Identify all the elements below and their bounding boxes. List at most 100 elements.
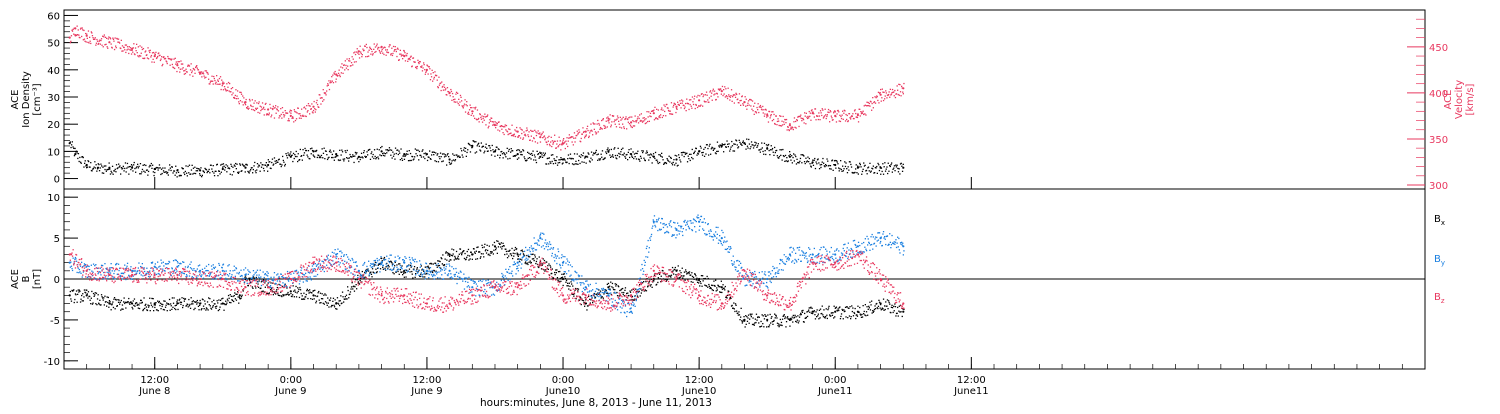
b-tick-label: 0 xyxy=(54,275,60,286)
x-tick-day: June 9 xyxy=(274,386,306,397)
by-series-point xyxy=(539,237,541,239)
velocity-series-point xyxy=(698,99,700,101)
density-series-point xyxy=(675,158,677,160)
velocity-series-point xyxy=(766,114,768,116)
bz-series-point xyxy=(381,294,383,296)
density-tick-label: 40 xyxy=(47,66,60,77)
bz-series-point xyxy=(675,278,677,280)
bz-series xyxy=(69,249,905,313)
density-series-point xyxy=(222,168,224,170)
by-series-point xyxy=(381,262,383,264)
x-tick-day: June11 xyxy=(953,386,989,397)
by-series-point xyxy=(857,245,859,247)
by-series-point xyxy=(403,262,405,264)
by-series-point xyxy=(517,262,519,264)
velocity-series-point xyxy=(562,143,564,145)
x-axis-label: hours:minutes, June 8, 2013 - June 11, 2… xyxy=(480,397,712,409)
velocity-series-point xyxy=(857,114,859,116)
bz-series-point xyxy=(539,262,541,264)
by-series-point xyxy=(902,245,904,247)
bz-series-point xyxy=(698,294,700,296)
bx-series-point xyxy=(239,294,241,296)
bz-series-point xyxy=(812,262,814,264)
bz-series-point xyxy=(517,286,519,288)
x-tick-time: 12:00 xyxy=(413,375,442,386)
velocity-series-point xyxy=(517,131,519,133)
bx-series-point xyxy=(86,294,88,296)
density-series-point xyxy=(539,156,541,158)
velocity-series-point xyxy=(812,112,814,114)
density-tick-label: 50 xyxy=(47,39,60,50)
velocity-series-point xyxy=(494,124,496,126)
bz-series-point xyxy=(154,274,156,276)
by-series-point xyxy=(69,262,71,264)
velocity-series-point xyxy=(335,73,337,75)
density-series-point xyxy=(108,167,110,169)
x-tick-time: 12:00 xyxy=(957,375,986,386)
velocity-series-point xyxy=(244,101,246,103)
velocity-series-point xyxy=(222,83,224,85)
bz-series-point xyxy=(471,294,473,296)
bz-series-point xyxy=(562,294,564,296)
density-series-point xyxy=(585,156,587,158)
velocity-series-point xyxy=(403,55,405,57)
by-series-point xyxy=(335,253,337,255)
by-series-point xyxy=(880,237,882,239)
by-series-point xyxy=(812,253,814,255)
bx-series-point xyxy=(199,302,201,304)
bz-series-point xyxy=(290,278,292,280)
by-series-point xyxy=(721,237,723,239)
bz-series-point xyxy=(902,302,904,304)
x-tick-time: 0:00 xyxy=(552,375,574,386)
velocity-series-point xyxy=(880,94,882,96)
density-series-point xyxy=(471,145,473,147)
density-series-point xyxy=(857,167,859,169)
legend-by: By xyxy=(1434,254,1445,267)
density-series xyxy=(69,139,905,178)
density-series-point xyxy=(721,145,723,147)
bz-series-point xyxy=(358,278,360,280)
bx-series-point xyxy=(290,290,292,292)
bx-series-point xyxy=(766,319,768,321)
bz-series-point xyxy=(653,270,655,272)
bx-series-point xyxy=(335,302,337,304)
velocity-series-point xyxy=(131,48,133,50)
velocity-tick-label: 350 xyxy=(1429,135,1448,146)
bx-series-point xyxy=(222,302,224,304)
top-panel-frame xyxy=(64,10,1425,189)
bx-series-point xyxy=(812,311,814,313)
b-axis-label: ACEB[nT] xyxy=(10,269,43,289)
velocity-series-point xyxy=(381,46,383,48)
density-series-point xyxy=(834,164,836,166)
by-series-point xyxy=(426,270,428,272)
density-series-point xyxy=(86,164,88,166)
by-series-point xyxy=(358,270,360,272)
density-series-point xyxy=(517,153,519,155)
density-series-point xyxy=(244,167,246,169)
by-series-point xyxy=(176,266,178,268)
bz-series-point xyxy=(789,302,791,304)
bx-series-point xyxy=(449,253,451,255)
bx-series-point xyxy=(698,278,700,280)
b-tick-label: 10 xyxy=(47,193,60,204)
bx-series-point xyxy=(176,302,178,304)
x-tick-time: 0:00 xyxy=(280,375,302,386)
velocity-series-point xyxy=(539,136,541,138)
bx-series-point xyxy=(108,302,110,304)
by-series-point xyxy=(131,270,133,272)
density-series-point xyxy=(630,153,632,155)
by-series-point xyxy=(562,262,564,264)
velocity-series-point xyxy=(108,41,110,43)
density-series-point xyxy=(69,142,71,144)
density-series-point xyxy=(902,167,904,169)
density-series-point xyxy=(562,158,564,160)
velocity-series-point xyxy=(154,55,156,57)
by-series-point xyxy=(675,229,677,231)
velocity-series xyxy=(69,26,905,151)
bz-series-point xyxy=(607,302,609,304)
bz-series-point xyxy=(721,302,723,304)
by-series-point xyxy=(698,221,700,223)
density-series-point xyxy=(381,150,383,152)
velocity-series-point xyxy=(607,119,609,121)
